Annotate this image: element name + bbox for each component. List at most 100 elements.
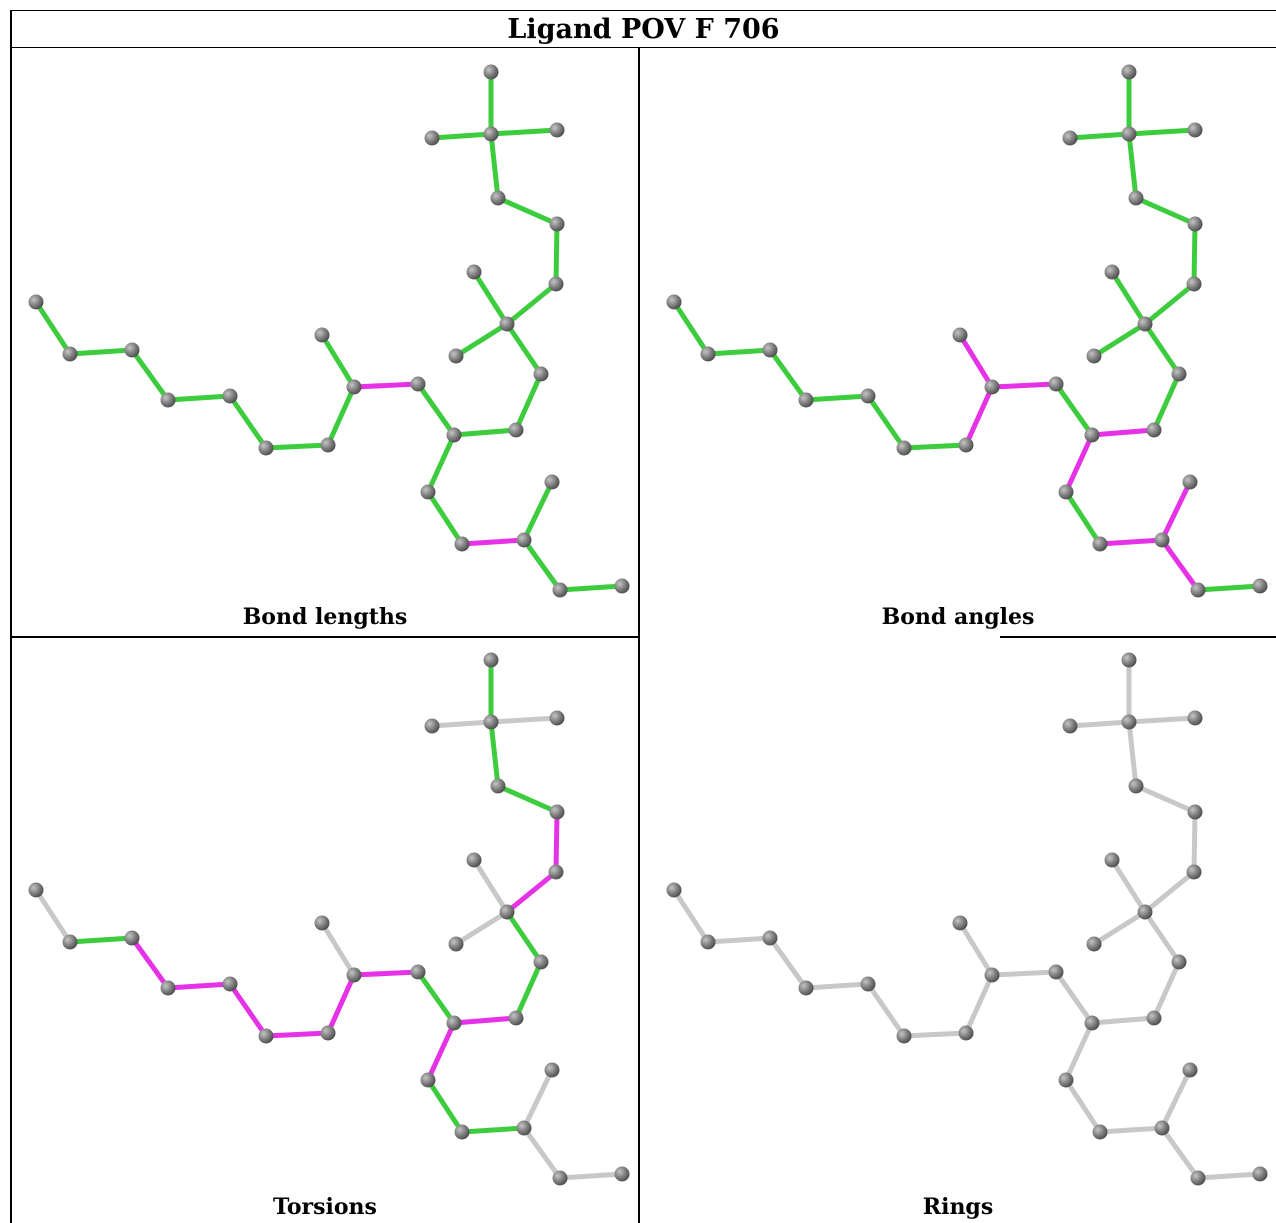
bond bbox=[1063, 432, 1095, 495]
bond bbox=[957, 332, 995, 390]
bond bbox=[1053, 381, 1095, 438]
atom bbox=[499, 316, 515, 332]
atom bbox=[1154, 1120, 1170, 1136]
bond bbox=[165, 393, 233, 403]
bond bbox=[504, 281, 559, 327]
bond bbox=[1159, 537, 1201, 593]
atom bbox=[548, 864, 564, 880]
bond bbox=[33, 887, 73, 945]
atom bbox=[454, 536, 470, 552]
atom bbox=[499, 904, 515, 920]
atom bbox=[1128, 190, 1144, 206]
atom bbox=[424, 718, 440, 734]
atom bbox=[666, 294, 682, 310]
atom bbox=[28, 882, 44, 898]
bond bbox=[521, 1125, 563, 1181]
atom bbox=[420, 1072, 436, 1088]
bond bbox=[488, 127, 560, 137]
bond bbox=[1109, 857, 1148, 915]
atom bbox=[420, 484, 436, 500]
center-divider bbox=[638, 48, 640, 1223]
bond bbox=[1109, 269, 1148, 327]
atom bbox=[1154, 532, 1170, 548]
bond bbox=[963, 384, 995, 448]
atom bbox=[1190, 582, 1206, 598]
bond bbox=[1142, 281, 1197, 327]
atom bbox=[548, 276, 564, 292]
bond bbox=[1159, 1067, 1193, 1131]
bond bbox=[165, 981, 233, 991]
bond bbox=[1195, 1171, 1263, 1181]
figure-title: Ligand POV F 706 bbox=[507, 13, 780, 45]
atom bbox=[1121, 714, 1137, 730]
bond bbox=[425, 489, 465, 547]
atom bbox=[410, 964, 426, 980]
bond bbox=[495, 783, 560, 815]
atom bbox=[446, 1015, 462, 1031]
bond bbox=[1159, 479, 1193, 543]
atom bbox=[124, 342, 140, 358]
bond bbox=[521, 1067, 555, 1131]
bond bbox=[1089, 427, 1157, 438]
atom bbox=[958, 1025, 974, 1041]
bond bbox=[521, 537, 563, 593]
atom bbox=[1187, 122, 1203, 138]
atom bbox=[28, 294, 44, 310]
bond bbox=[495, 195, 560, 227]
title-row: Ligand POV F 706 bbox=[10, 10, 1276, 48]
bond bbox=[227, 393, 269, 451]
atom bbox=[533, 366, 549, 382]
atom bbox=[1086, 936, 1102, 952]
bond bbox=[263, 442, 331, 451]
atom bbox=[860, 976, 876, 992]
atom bbox=[1146, 1010, 1162, 1026]
atom bbox=[516, 532, 532, 548]
atom bbox=[1137, 316, 1153, 332]
figure-frame: Ligand POV F 706 Bond lengths Bond angle… bbox=[10, 10, 1276, 1223]
bond bbox=[557, 1171, 625, 1181]
atom bbox=[483, 652, 499, 668]
bond bbox=[1191, 809, 1198, 875]
bond bbox=[415, 381, 457, 438]
bond bbox=[459, 537, 527, 547]
bond bbox=[1067, 131, 1132, 141]
bond bbox=[1133, 783, 1198, 815]
bond bbox=[803, 393, 871, 403]
bond bbox=[504, 909, 544, 965]
bond bbox=[488, 719, 501, 789]
bond bbox=[351, 969, 421, 978]
atom bbox=[160, 980, 176, 996]
bond bbox=[557, 583, 625, 593]
bond bbox=[504, 869, 559, 915]
bond bbox=[521, 479, 555, 543]
bond bbox=[488, 715, 560, 725]
bond bbox=[1089, 1015, 1157, 1026]
atom bbox=[1128, 778, 1144, 794]
bond bbox=[325, 384, 357, 448]
atom bbox=[1187, 216, 1203, 232]
atom bbox=[448, 348, 464, 364]
bond bbox=[1126, 127, 1198, 137]
bond bbox=[767, 347, 809, 403]
bond bbox=[513, 959, 544, 1021]
atom bbox=[1171, 366, 1187, 382]
atom bbox=[1252, 578, 1268, 594]
atom bbox=[1092, 1124, 1108, 1140]
atom bbox=[424, 130, 440, 146]
panel-torsions: Torsions bbox=[12, 638, 638, 1223]
bond bbox=[1053, 969, 1095, 1026]
atom bbox=[516, 1120, 532, 1136]
left-border bbox=[10, 10, 12, 1223]
bond bbox=[351, 381, 421, 390]
atom bbox=[448, 936, 464, 952]
bond bbox=[425, 1020, 457, 1083]
panel-caption: Rings bbox=[922, 1194, 994, 1220]
atom bbox=[1121, 64, 1137, 80]
bond bbox=[1097, 537, 1165, 547]
atom bbox=[1062, 718, 1078, 734]
atom bbox=[700, 346, 716, 362]
atom bbox=[483, 64, 499, 80]
atom bbox=[1190, 1170, 1206, 1186]
atom bbox=[1187, 710, 1203, 726]
bond bbox=[429, 131, 494, 141]
